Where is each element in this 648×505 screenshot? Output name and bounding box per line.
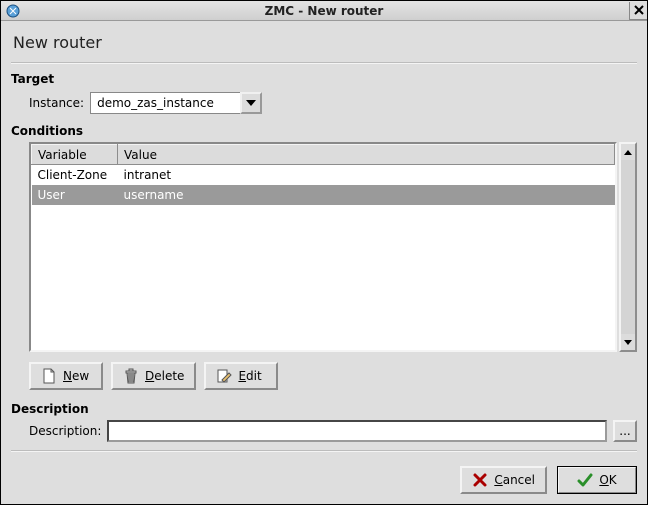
edit-button[interactable]: Edit — [204, 362, 278, 390]
cell-variable: Client-Zone — [32, 165, 118, 185]
cancel-icon — [472, 472, 488, 488]
ok-button-label: OK — [599, 473, 616, 487]
close-button[interactable] — [629, 2, 647, 20]
app-icon — [5, 3, 21, 19]
edit-button-label: Edit — [238, 369, 261, 383]
cancel-button[interactable]: Cancel — [460, 466, 547, 494]
conditions-buttons: New Delete Edit — [11, 352, 637, 400]
cancel-button-label: Cancel — [494, 473, 535, 487]
new-button[interactable]: New — [29, 362, 103, 390]
delete-button-label: Delete — [145, 369, 184, 383]
chevron-down-icon — [246, 100, 256, 106]
conditions-wrap: Variable Value Client-ZoneintranetUserus… — [11, 142, 637, 352]
scroll-up-button[interactable] — [621, 144, 635, 160]
conditions-section-label: Conditions — [11, 122, 637, 142]
instance-combo[interactable] — [90, 92, 262, 114]
window: ZMC - New router New router Target Insta… — [0, 0, 648, 505]
titlebar: ZMC - New router — [1, 1, 647, 21]
separator — [11, 62, 637, 64]
cell-value: username — [118, 185, 615, 205]
client-area: New router Target Instance: Conditions V… — [1, 21, 647, 504]
ok-button[interactable]: OK — [557, 466, 637, 494]
ellipsis-icon: ... — [619, 424, 630, 438]
column-header-variable[interactable]: Variable — [32, 145, 118, 165]
cell-variable: User — [32, 185, 118, 205]
trash-icon — [123, 368, 139, 384]
description-field-label: Description: — [29, 424, 101, 438]
column-header-value[interactable]: Value — [118, 145, 615, 165]
new-button-label: New — [63, 369, 89, 383]
conditions-scrollbar[interactable] — [619, 142, 637, 352]
page-title: New router — [11, 27, 637, 62]
table-row[interactable]: Userusername — [32, 185, 615, 205]
target-section-label: Target — [11, 70, 637, 90]
close-icon — [634, 5, 644, 15]
delete-button[interactable]: Delete — [111, 362, 196, 390]
description-row: Description: ... — [11, 420, 637, 450]
table-row[interactable]: Client-Zoneintranet — [32, 165, 615, 185]
new-file-icon — [41, 368, 57, 384]
instance-label: Instance: — [29, 96, 84, 110]
conditions-table[interactable]: Variable Value Client-ZoneintranetUserus… — [31, 144, 615, 205]
cell-value: intranet — [118, 165, 615, 185]
window-title: ZMC - New router — [1, 4, 647, 18]
scroll-down-button[interactable] — [621, 334, 635, 350]
instance-dropdown-button[interactable] — [240, 92, 262, 114]
edit-icon — [216, 368, 232, 384]
instance-input[interactable] — [90, 92, 240, 114]
dialog-buttons: Cancel OK — [11, 458, 637, 494]
chevron-down-icon — [624, 340, 632, 345]
description-input[interactable] — [107, 420, 607, 442]
ok-icon — [577, 472, 593, 488]
conditions-table-frame: Variable Value Client-ZoneintranetUserus… — [29, 142, 617, 352]
description-section-label: Description — [11, 400, 637, 420]
description-more-button[interactable]: ... — [613, 420, 637, 442]
chevron-up-icon — [624, 150, 632, 155]
target-row: Instance: — [11, 90, 637, 122]
separator — [11, 450, 637, 452]
